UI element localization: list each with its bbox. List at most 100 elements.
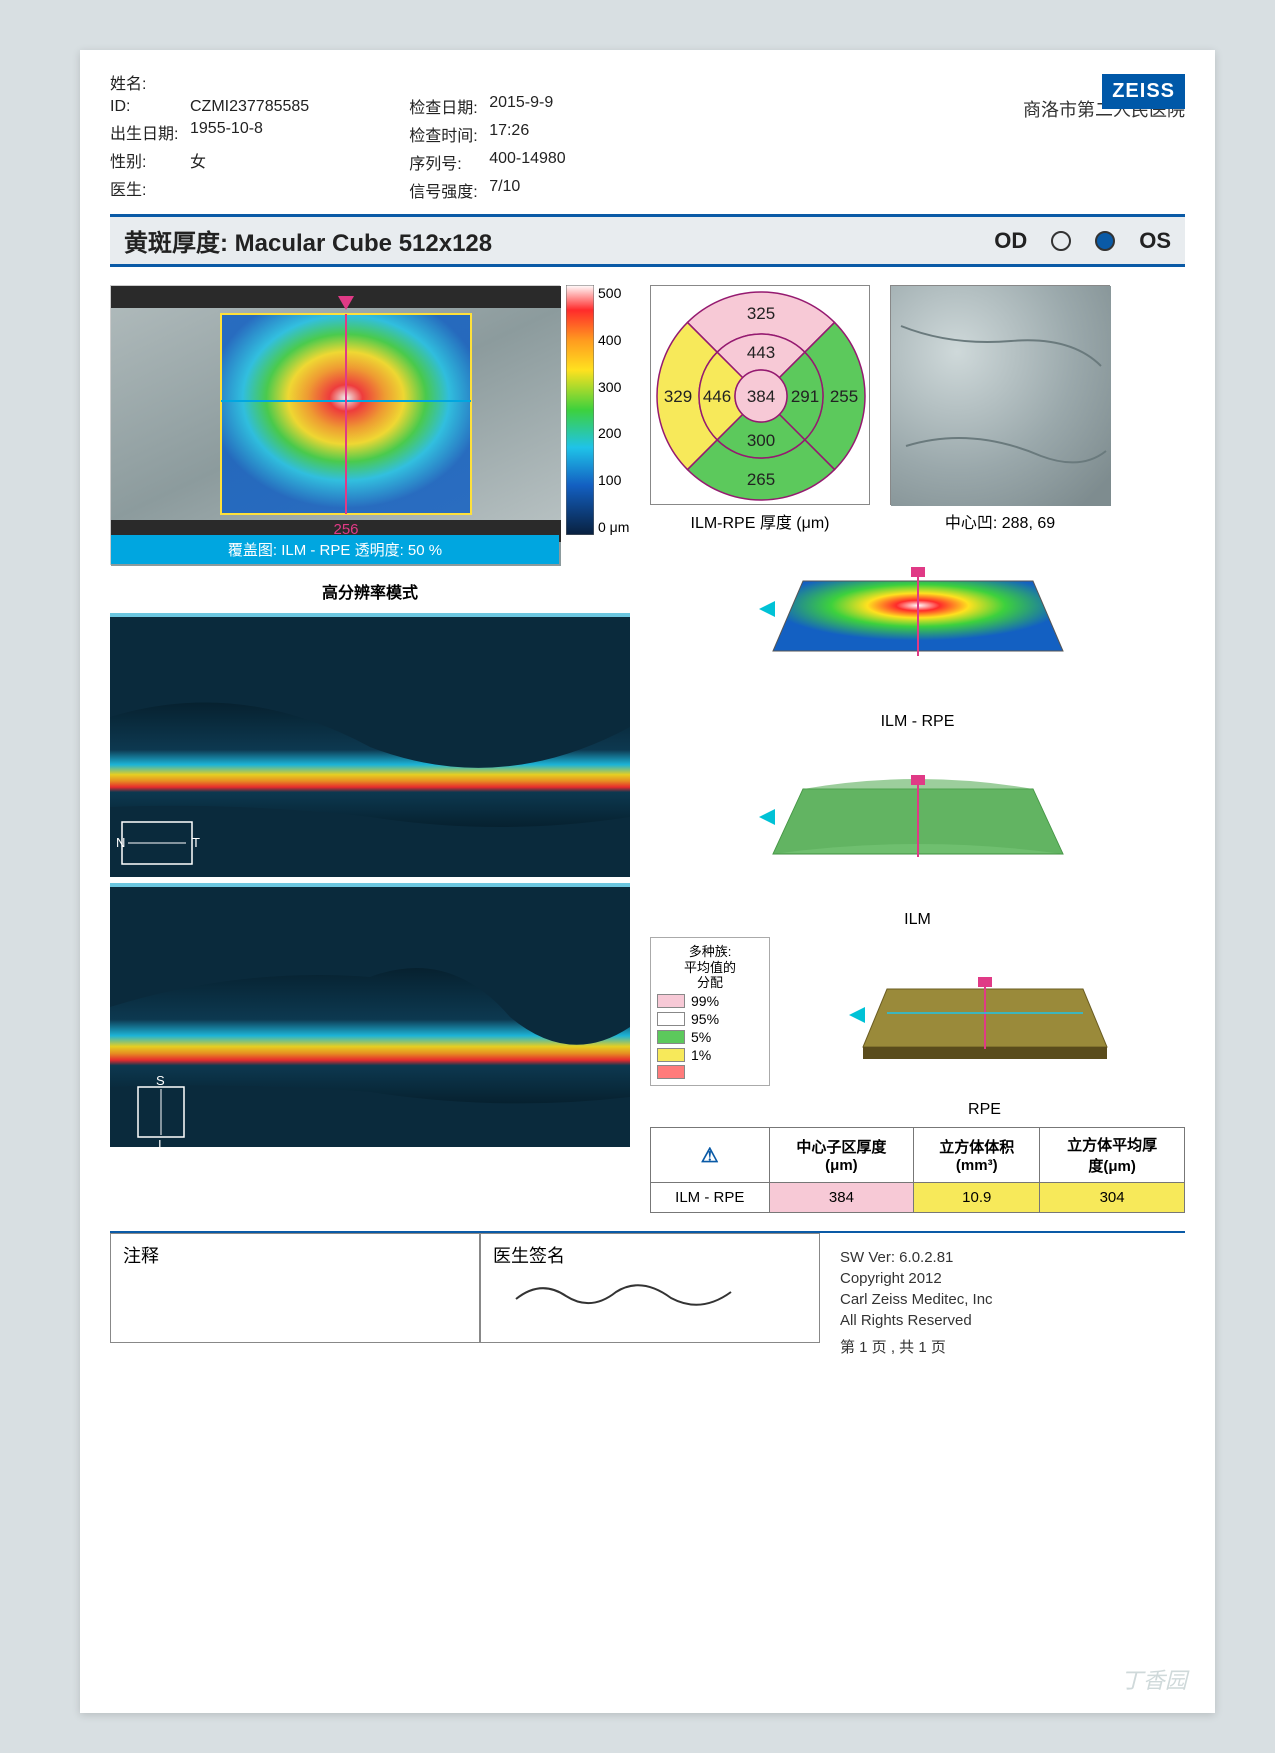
od-radio[interactable] [1051, 231, 1071, 251]
percentile-row: 5% [657, 1029, 763, 1045]
exam-date-value: 2015-9-9 [489, 94, 553, 118]
exam-time-value: 17:26 [489, 122, 529, 146]
svg-text:T: T [192, 835, 200, 850]
report-title: 黄斑厚度: Macular Cube 512x128 [124, 223, 492, 258]
svg-text:300: 300 [747, 431, 775, 450]
scale-tick: 0 μm [598, 519, 629, 535]
oct-scan-vertical: S I [110, 883, 630, 1143]
scale-tick: 500 [598, 285, 629, 301]
summary-cell: 10.9 [914, 1183, 1040, 1213]
report-footer: 注释 医生签名 SW Ver: 6.0.2.81 Copyright 2012 … [110, 1231, 1185, 1358]
summary-header: 立方体平均厚 度(μm) [1040, 1128, 1185, 1183]
etdrs-grid: 384 443 291 300 446 325 255 265 329 [650, 285, 870, 505]
report-page: ZEISS 姓名: ID: CZMI237785585 出生日期: 1955-10-… [80, 50, 1215, 1713]
summary-cell: 384 [769, 1183, 914, 1213]
summary-table: ⚠ 中心子区厚度 (μm) 立方体体积 (mm³) 立方体平均厚 度(μm) I… [650, 1127, 1185, 1213]
surface-rpe [845, 937, 1125, 1097]
sw-version: SW Ver: 6.0.2.81 [840, 1247, 1185, 1268]
id-value: CZMI237785585 [190, 98, 309, 116]
percentile-row: 1% [657, 1047, 763, 1063]
right-column: 384443291300446325255265329 ILM-RPE 厚度 (… [650, 285, 1185, 1213]
dob-label: 出生日期: [110, 120, 182, 144]
signature-scribble [511, 1274, 751, 1314]
fundus-caption: 中心凹: 288, 69 [890, 509, 1110, 533]
surface-ilm-caption: ILM [650, 911, 1185, 929]
rpe-row: 多种族: 平均值的 分配 99% 95% 5% 1% [650, 937, 1185, 1119]
svg-text:325: 325 [747, 304, 775, 323]
scale-tick: 200 [598, 425, 629, 441]
report-title-bar: 黄斑厚度: Macular Cube 512x128 OD OS [110, 214, 1185, 267]
svg-text:443: 443 [747, 343, 775, 362]
percentile-label: 99% [691, 993, 719, 1009]
signature-label: 医生签名 [493, 1246, 565, 1266]
sex-label: 性别: [110, 148, 182, 172]
thickness-map-wrap: 256 覆盖图: ILM - RPE 透明度: 50 % [110, 285, 630, 565]
company: Carl Zeiss Meditec, Inc [840, 1289, 1185, 1310]
surface-rpe-caption: RPE [784, 1101, 1185, 1119]
percentile-label: 95% [691, 1011, 719, 1027]
doctor-label: 医生: [110, 176, 182, 200]
surface-ilm-rpe [753, 541, 1083, 701]
thickness-map-svg: 256 [111, 286, 561, 566]
percentile-label: 1% [691, 1047, 711, 1063]
name-label: 姓名: [110, 70, 182, 94]
scale-bar [566, 285, 594, 535]
dob-value: 1955-10-8 [190, 120, 263, 144]
fundus-image [890, 285, 1110, 505]
color-scale: 500 400 300 200 100 0 μm [566, 285, 629, 565]
percentile-label: 5% [691, 1029, 711, 1045]
notes-box: 注释 [110, 1233, 480, 1343]
percentile-row: 95% [657, 1011, 763, 1027]
patient-header: 姓名: ID: CZMI237785585 出生日期: 1955-10-8 性别: 女… [110, 70, 1185, 202]
percentile-swatch [657, 1048, 685, 1062]
left-column: 256 覆盖图: ILM - RPE 透明度: 50 % [110, 285, 630, 1213]
percentile-swatch [657, 1065, 685, 1079]
percentile-legend: 多种族: 平均值的 分配 99% 95% 5% 1% [650, 937, 770, 1086]
svg-text:384: 384 [747, 387, 775, 406]
svg-text:S: S [156, 1073, 165, 1088]
summary-header: 立方体体积 (mm³) [914, 1128, 1040, 1183]
percentile-swatch [657, 1030, 685, 1044]
percentile-row: 99% [657, 993, 763, 1009]
etdrs-wrap: 384443291300446325255265329 ILM-RPE 厚度 (… [650, 285, 870, 533]
scale-labels: 500 400 300 200 100 0 μm [594, 285, 629, 535]
signature-box: 医生签名 [480, 1233, 820, 1343]
od-label: OD [994, 228, 1027, 254]
summary-header: 中心子区厚度 (μm) [769, 1128, 914, 1183]
sex-value: 女 [190, 148, 206, 172]
watermark: 丁香园 [1121, 1663, 1187, 1695]
percentile-swatch [657, 994, 685, 1008]
svg-text:446: 446 [703, 387, 731, 406]
percentile-swatch [657, 1012, 685, 1026]
os-radio[interactable] [1095, 231, 1115, 251]
summary-cell: 304 [1040, 1183, 1185, 1213]
thickness-map: 256 覆盖图: ILM - RPE 透明度: 50 % [110, 285, 560, 565]
etdrs-fundus-row: 384443291300446325255265329 ILM-RPE 厚度 (… [650, 285, 1185, 533]
footer-info: SW Ver: 6.0.2.81 Copyright 2012 Carl Zei… [820, 1233, 1185, 1358]
svg-text:265: 265 [747, 470, 775, 489]
svg-text:329: 329 [664, 387, 692, 406]
scale-tick: 400 [598, 332, 629, 348]
svg-text:N: N [116, 835, 125, 850]
scale-tick: 100 [598, 472, 629, 488]
svg-text:I: I [158, 1137, 162, 1147]
summary-row-label: ILM - RPE [651, 1183, 770, 1213]
copyright: Copyright 2012 [840, 1268, 1185, 1289]
id-label: ID: [110, 98, 182, 116]
notes-label: 注释 [123, 1246, 159, 1266]
svg-text:291: 291 [791, 387, 819, 406]
series-value: 400-14980 [489, 150, 566, 174]
svg-text:255: 255 [830, 387, 858, 406]
exam-time-label: 检查时间: [409, 122, 481, 146]
zeiss-logo: ZEISS [1102, 74, 1185, 109]
warning-icon: ⚠ [651, 1128, 770, 1183]
percentile-title: 多种族: 平均值的 分配 [657, 944, 763, 991]
fundus-wrap: 中心凹: 288, 69 [890, 285, 1110, 533]
signal-label: 信号强度: [409, 178, 481, 202]
eye-selector: OD OS [994, 228, 1171, 254]
exam-date-label: 检查日期: [409, 94, 481, 118]
series-label: 序列号: [409, 150, 481, 174]
oct-scan-horizontal: N T [110, 613, 630, 873]
scale-tick: 300 [598, 379, 629, 395]
overlay-caption: 覆盖图: ILM - RPE 透明度: 50 % [111, 535, 559, 564]
